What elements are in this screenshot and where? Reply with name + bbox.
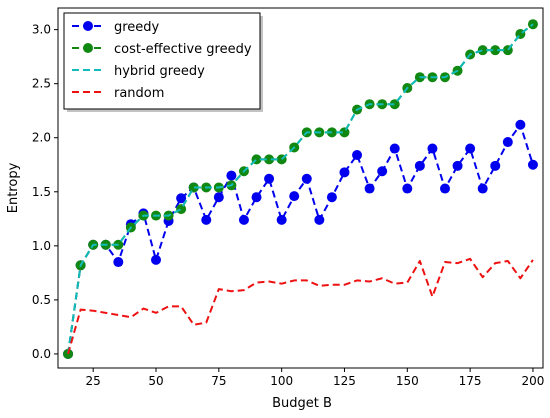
legend-marker <box>83 43 93 53</box>
data-point-greedy <box>213 192 224 203</box>
y-tick-label: 1.0 <box>32 239 51 253</box>
data-point-greedy <box>176 193 187 204</box>
legend-label: random <box>114 86 164 101</box>
x-axis-label: Budget B <box>272 396 332 411</box>
data-point-greedy <box>151 254 162 265</box>
data-point-greedy <box>289 191 300 202</box>
data-point-greedy <box>477 183 488 194</box>
axes: 25 50 75 100 125 150 175 200 0.0 0.5 1.0 1.5 2.0 2.5 3… <box>32 23 544 388</box>
series-line-random <box>67 257 534 355</box>
data-point-greedy <box>364 183 375 194</box>
legend-label: greedy <box>114 20 160 35</box>
x-tick-label: 25 <box>86 374 101 388</box>
data-point-greedy <box>402 183 413 194</box>
x-tick-label: 150 <box>396 374 419 388</box>
data-point-cost-effective-greedy <box>527 19 538 30</box>
plot-area <box>63 19 538 359</box>
data-point-greedy <box>201 214 212 225</box>
data-point-cost-effective-greedy <box>176 204 187 215</box>
data-point-cost-effective-greedy <box>264 154 275 165</box>
data-point-greedy <box>465 143 476 154</box>
data-point-cost-effective-greedy <box>477 45 488 56</box>
legend: greedy cost-effective greedy hybrid greedy… <box>63 12 263 112</box>
data-point-greedy <box>414 160 425 171</box>
y-tick-label: 3.0 <box>32 23 51 37</box>
data-point-greedy <box>490 160 501 171</box>
y-tick-label: 2.5 <box>32 77 51 91</box>
data-point-greedy <box>377 166 388 177</box>
data-point-greedy <box>339 167 350 178</box>
y-tick-label: 2.0 <box>32 131 51 145</box>
x-tick-label: 100 <box>270 374 293 388</box>
data-point-greedy <box>251 192 262 203</box>
data-point-greedy <box>276 214 287 225</box>
data-point-greedy <box>439 183 450 194</box>
y-tick-label: 1.5 <box>32 185 51 199</box>
data-point-greedy <box>427 143 438 154</box>
data-point-greedy <box>113 257 124 268</box>
data-point-greedy <box>452 160 463 171</box>
series-line-hybrid-greedy <box>67 23 534 355</box>
data-point-greedy <box>515 119 526 130</box>
data-point-cost-effective-greedy <box>389 99 400 110</box>
x-tick-label: 175 <box>459 374 482 388</box>
data-point-greedy <box>326 192 337 203</box>
data-point-greedy <box>352 150 363 161</box>
legend-label: hybrid greedy <box>114 64 205 79</box>
data-point-greedy <box>527 159 538 170</box>
plot-frame <box>57 7 544 369</box>
x-tick-label: 75 <box>211 374 226 388</box>
data-point-greedy <box>238 214 249 225</box>
y-tick-label: 0.5 <box>32 293 51 307</box>
x-tick-label: 200 <box>521 374 544 388</box>
legend-marker <box>83 21 93 31</box>
data-point-greedy <box>301 173 312 184</box>
y-axis-label: Entropy <box>6 162 21 213</box>
data-point-greedy <box>389 143 400 154</box>
x-tick-label: 50 <box>148 374 163 388</box>
data-point-greedy <box>264 173 275 184</box>
data-point-cost-effective-greedy <box>490 45 501 56</box>
y-tick-label: 0.0 <box>32 347 51 361</box>
x-tick-label: 125 <box>333 374 356 388</box>
data-point-cost-effective-greedy <box>188 182 199 193</box>
data-point-greedy <box>314 214 325 225</box>
legend-label: cost-effective greedy <box>114 42 252 57</box>
data-point-greedy <box>502 137 513 148</box>
data-point-greedy <box>226 170 237 181</box>
